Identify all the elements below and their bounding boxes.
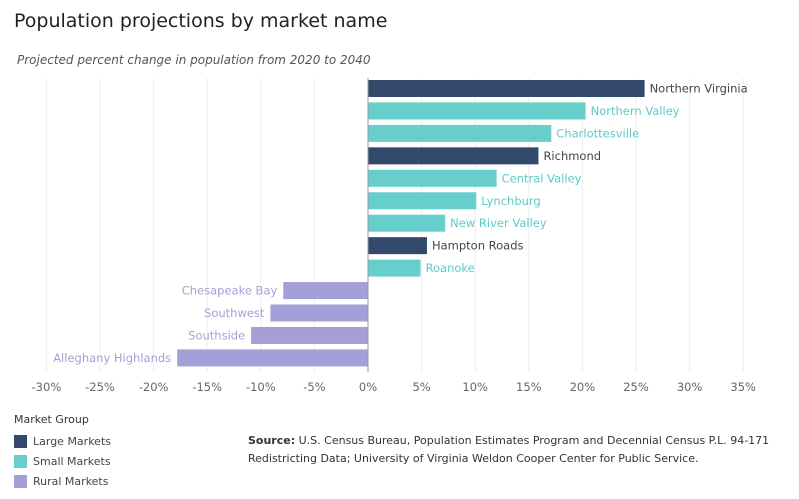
bar-label: Richmond xyxy=(543,149,601,163)
source-label: Source: xyxy=(248,434,296,447)
x-tick-label: -5% xyxy=(303,380,325,394)
legend-swatch-small xyxy=(14,454,27,468)
source-text: U.S. Census Bureau, Population Estimates… xyxy=(248,434,770,465)
legend-item-small-markets[interactable]: Small Markets xyxy=(14,451,111,471)
legend: Market Group Large Markets Small Markets… xyxy=(14,413,111,491)
bar-label: Northern Virginia xyxy=(650,82,748,96)
x-tick-label: -20% xyxy=(139,380,169,394)
x-tick-label: 25% xyxy=(623,380,649,394)
bar xyxy=(368,237,427,255)
x-tick-label: 10% xyxy=(462,380,488,394)
bar-label: Alleghany Highlands xyxy=(53,351,171,365)
legend-swatch-rural xyxy=(14,474,27,488)
bar xyxy=(368,169,497,187)
bar xyxy=(251,326,368,344)
bar xyxy=(177,349,368,367)
legend-swatch-large xyxy=(14,434,27,448)
legend-title: Market Group xyxy=(14,413,89,426)
bar xyxy=(368,80,645,97)
bar xyxy=(283,282,368,300)
bar xyxy=(368,192,477,210)
bar xyxy=(368,102,586,120)
x-tick-label: -15% xyxy=(192,380,222,394)
bar-label: Lynchburg xyxy=(481,194,540,208)
bar xyxy=(368,259,421,277)
bar-label: Southwest xyxy=(204,306,265,320)
bar-label: Northern Valley xyxy=(591,104,680,118)
legend-label-rural: Rural Markets xyxy=(33,474,109,488)
x-tick-label: 0% xyxy=(359,380,377,394)
legend-item-large-markets[interactable]: Large Markets xyxy=(14,431,111,451)
legend-item-rural-markets[interactable]: Rural Markets xyxy=(14,471,111,491)
x-tick-label: 30% xyxy=(677,380,703,394)
bar-label: Charlottesville xyxy=(556,126,639,140)
legend-label-small: Small Markets xyxy=(33,454,111,468)
bar-label: Chesapeake Bay xyxy=(182,284,278,298)
x-tick-label: 20% xyxy=(570,380,596,394)
legend-label-large: Large Markets xyxy=(33,434,111,448)
bar-label: Central Valley xyxy=(502,171,582,185)
bar xyxy=(270,304,368,322)
bar-label: New River Valley xyxy=(450,216,547,230)
x-tick-label: 15% xyxy=(516,380,542,394)
bar-label: Southside xyxy=(188,328,245,342)
x-tick-label: 35% xyxy=(730,380,756,394)
chart-subtitle: Projected percent change in population f… xyxy=(17,53,371,67)
x-tick-label: 5% xyxy=(412,380,430,394)
source-note: Source: U.S. Census Bureau, Population E… xyxy=(248,432,788,468)
x-tick-label: -25% xyxy=(85,380,115,394)
x-tick-label: -10% xyxy=(246,380,276,394)
bar xyxy=(368,147,539,165)
chart-title: Population projections by market name xyxy=(14,10,388,32)
bar-chart: -30% -25% -20% -15% -10% -5% 0% 5% 10% 15% 20% 25% 3… xyxy=(32,78,756,394)
bar xyxy=(368,124,552,142)
x-tick-label: -30% xyxy=(32,380,62,394)
bar-label: Hampton Roads xyxy=(432,239,524,253)
bar xyxy=(368,214,446,232)
bar-label: Roanoke xyxy=(426,261,475,275)
